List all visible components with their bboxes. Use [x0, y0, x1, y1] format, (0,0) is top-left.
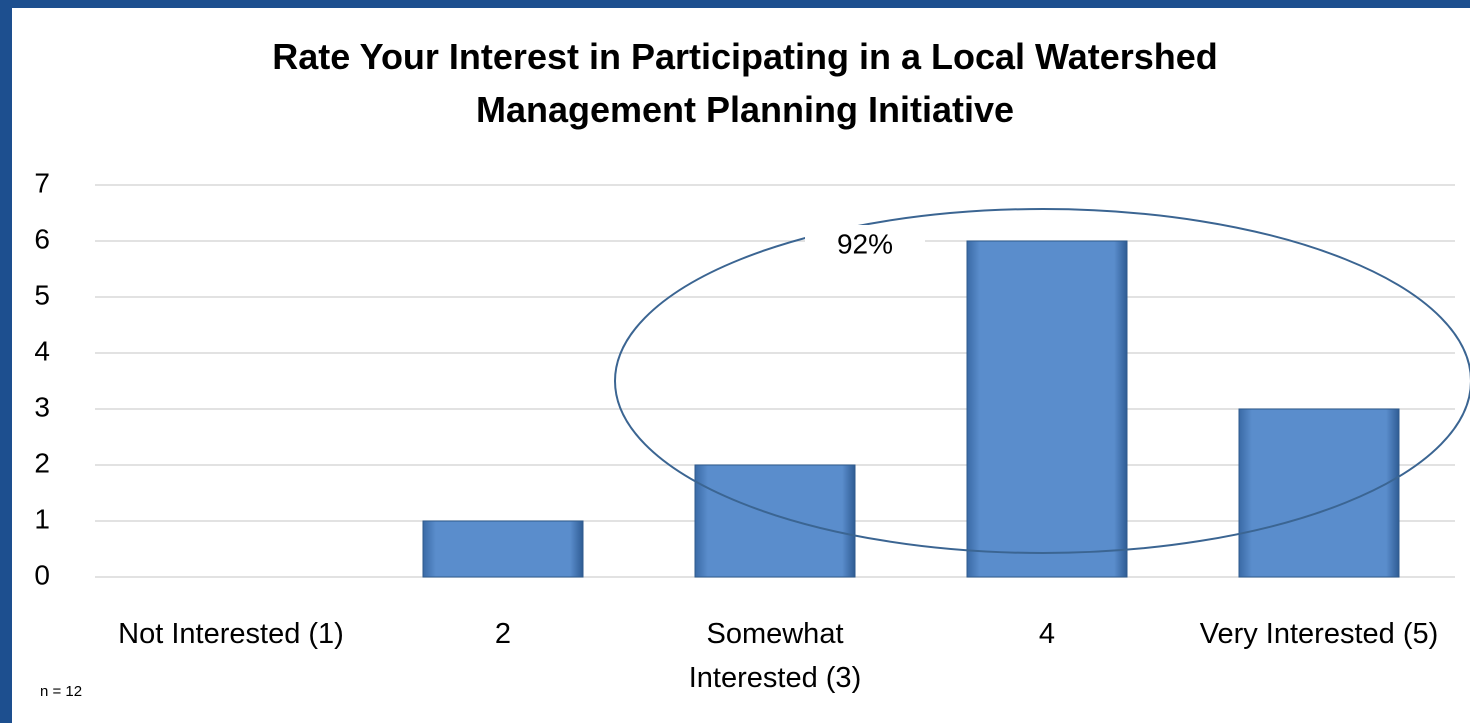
y-tick-label: 3 — [34, 391, 50, 422]
annotation: 92% — [837, 228, 893, 259]
bar — [1239, 409, 1399, 577]
y-tick-label: 4 — [34, 335, 50, 366]
x-tick-label: Somewhat Interested (3) — [650, 612, 900, 700]
y-tick-label: 6 — [34, 223, 50, 254]
x-tick-label: Very Interested (5) — [1194, 612, 1444, 656]
x-tick-label: 4 — [922, 612, 1172, 656]
x-tick-label: 2 — [378, 612, 628, 656]
bar — [423, 521, 583, 577]
x-tick-label: Not Interested (1) — [106, 612, 356, 656]
y-tick-label: 0 — [34, 559, 50, 590]
bar — [967, 241, 1127, 577]
y-tick-label: 5 — [34, 279, 50, 310]
y-tick-label: 1 — [34, 503, 50, 534]
bar — [695, 465, 855, 577]
y-tick-label: 7 — [34, 167, 50, 198]
y-tick-label: 2 — [34, 447, 50, 478]
page: Rate Your Interest in Participating in a… — [0, 0, 1470, 723]
sample-size-note: n = 12 — [40, 683, 82, 700]
